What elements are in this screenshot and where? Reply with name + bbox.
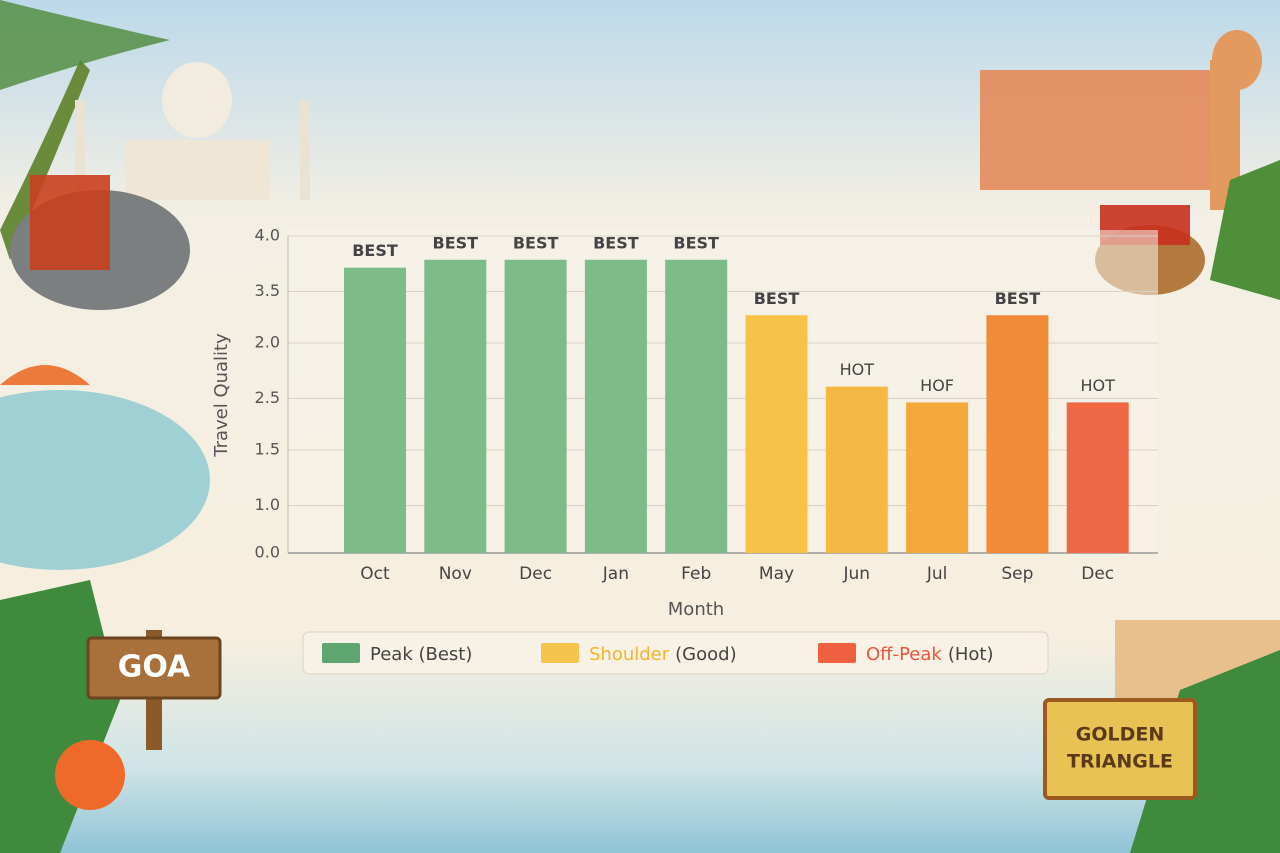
legend-swatch bbox=[322, 643, 360, 663]
y-tick-label: 4.0 bbox=[255, 226, 280, 245]
sign-text: GOLDEN bbox=[1076, 724, 1165, 746]
bar-label: HOT bbox=[840, 360, 875, 379]
y-axis-title: Travel Quality bbox=[211, 333, 232, 458]
legend-text: (Hot) bbox=[948, 644, 994, 665]
bar bbox=[825, 386, 888, 553]
legend-label: Peak (Best) bbox=[370, 644, 472, 665]
bar-label: HOT bbox=[1080, 376, 1115, 395]
y-tick-label: 2.5 bbox=[255, 388, 280, 407]
x-tick-label: Jan bbox=[602, 564, 629, 584]
legend-swatch bbox=[818, 643, 856, 663]
legend-text: Off-Peak bbox=[866, 644, 942, 665]
decor-left: GOA bbox=[0, 0, 310, 853]
bar bbox=[745, 315, 808, 553]
bar-label: BEST bbox=[593, 233, 639, 252]
bar bbox=[344, 267, 406, 553]
bar-label: BEST bbox=[995, 289, 1041, 308]
bar-label: BEST bbox=[754, 289, 800, 308]
y-tick-label: 1.0 bbox=[255, 495, 280, 514]
legend-text: (Good) bbox=[675, 644, 736, 665]
legend-label: Off-Peak (Hot) bbox=[866, 644, 993, 665]
x-tick-label: Feb bbox=[681, 564, 711, 584]
sign-text: TRIANGLE bbox=[1067, 751, 1173, 773]
y-tick-label: 0.0 bbox=[255, 543, 280, 562]
legend-text: Peak (Best) bbox=[370, 644, 472, 665]
bar-label: BEST bbox=[513, 233, 559, 252]
legend bbox=[302, 631, 1049, 675]
bar bbox=[986, 315, 1049, 553]
legend-swatch bbox=[541, 643, 579, 663]
legend-text: Shoulder bbox=[589, 644, 670, 665]
x-tick-label: Sep bbox=[1001, 564, 1033, 584]
bar bbox=[424, 259, 487, 553]
y-tick-label: 1.5 bbox=[255, 439, 280, 458]
x-tick-label: Jul bbox=[926, 564, 948, 584]
bar-label: BEST bbox=[433, 233, 479, 252]
x-tick-label: Dec bbox=[1081, 564, 1114, 584]
x-tick-label: Oct bbox=[360, 564, 390, 584]
legend-label: Shoulder (Good) bbox=[589, 644, 737, 665]
bar-label: BEST bbox=[352, 241, 398, 260]
bar bbox=[504, 259, 567, 553]
x-tick-label: Dec bbox=[519, 564, 552, 584]
bar-label: HOF bbox=[920, 376, 954, 395]
bar bbox=[665, 259, 728, 553]
bar bbox=[906, 402, 969, 553]
x-tick-label: Jun bbox=[843, 564, 871, 584]
bar bbox=[1066, 402, 1129, 553]
x-tick-label: May bbox=[759, 564, 794, 584]
sign-text: GOA bbox=[118, 650, 191, 685]
y-tick-label: 3.5 bbox=[255, 281, 280, 300]
x-axis-title: Month bbox=[668, 599, 724, 620]
bar bbox=[584, 259, 647, 553]
y-tick-label: 2.0 bbox=[255, 332, 280, 351]
bar-label: BEST bbox=[673, 233, 719, 252]
x-tick-label: Nov bbox=[439, 564, 472, 584]
